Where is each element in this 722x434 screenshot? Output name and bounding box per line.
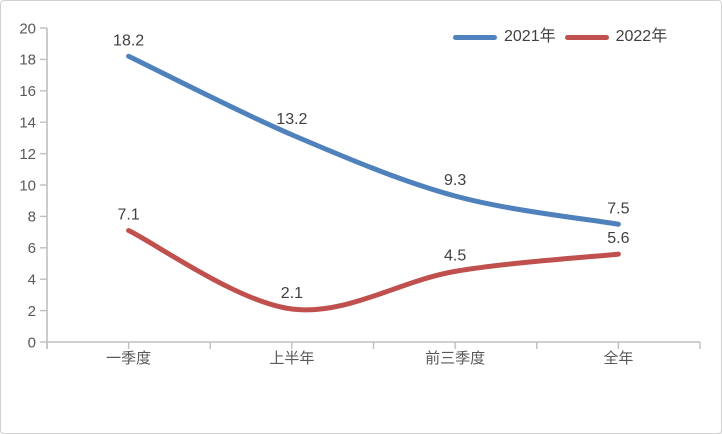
data-label-2022年: 5.6 <box>607 230 629 247</box>
y-axis-tick-label: 18 <box>19 52 36 69</box>
legend-line-2021-icon <box>453 34 497 40</box>
chart-legend: 2021年 2022年 <box>453 29 667 45</box>
legend-label-2022: 2022年 <box>615 28 668 45</box>
data-label-2021年: 9.3 <box>444 172 466 189</box>
y-axis-tick-label: 2 <box>28 303 36 320</box>
data-label-2021年: 18.2 <box>113 32 144 49</box>
legend-item-2022: 2022年 <box>564 28 668 45</box>
y-axis-tick-label: 0 <box>28 334 36 351</box>
data-label-2022年: 2.1 <box>281 285 303 302</box>
axes: 0 2 4 6 8 10 12 14 16 18 20 一季度 上半年 前三季度 全年 <box>19 20 701 367</box>
legend-label-2021: 2021年 <box>504 28 556 45</box>
y-axis-tick-label: 6 <box>28 240 36 257</box>
data-label-2021年: 13.2 <box>276 111 307 128</box>
series-line-2021年 <box>126 53 621 227</box>
series-2022年: 7.1 2.1 4.5 5.6 <box>118 207 630 313</box>
y-axis-tick-label: 14 <box>19 114 36 131</box>
y-axis-tick-label: 20 <box>19 20 36 37</box>
x-axis-category-label: 上半年 <box>269 350 314 367</box>
data-label-2021年: 7.5 <box>607 200 629 217</box>
legend-item-2021: 2021年 <box>453 29 556 45</box>
series-line-2022年 <box>126 228 621 313</box>
y-axis-tick-label: 16 <box>19 83 36 100</box>
series-2021年: 18.2 13.2 9.3 7.5 <box>113 32 630 227</box>
x-axis-category-label: 全年 <box>603 349 633 367</box>
y-axis-tick-label: 10 <box>19 177 36 194</box>
x-axis-category-label: 一季度 <box>106 350 151 367</box>
y-axis-tick-label: 8 <box>28 209 36 226</box>
legend-line-2022-icon <box>564 34 609 40</box>
data-label-2022年: 7.1 <box>118 207 140 224</box>
y-axis-tick-label: 4 <box>28 271 36 288</box>
x-axis-category-label: 前三季度 <box>425 350 485 367</box>
data-label-2022年: 4.5 <box>444 247 466 264</box>
y-axis-tick-label: 12 <box>19 146 36 163</box>
